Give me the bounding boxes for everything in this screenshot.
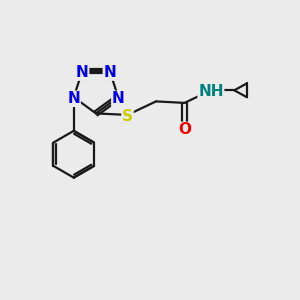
Text: O: O xyxy=(178,122,191,137)
Text: N: N xyxy=(76,65,88,80)
Text: NH: NH xyxy=(198,84,224,99)
Text: N: N xyxy=(112,91,124,106)
Text: N: N xyxy=(103,65,116,80)
Text: N: N xyxy=(68,91,80,106)
Text: S: S xyxy=(122,109,133,124)
